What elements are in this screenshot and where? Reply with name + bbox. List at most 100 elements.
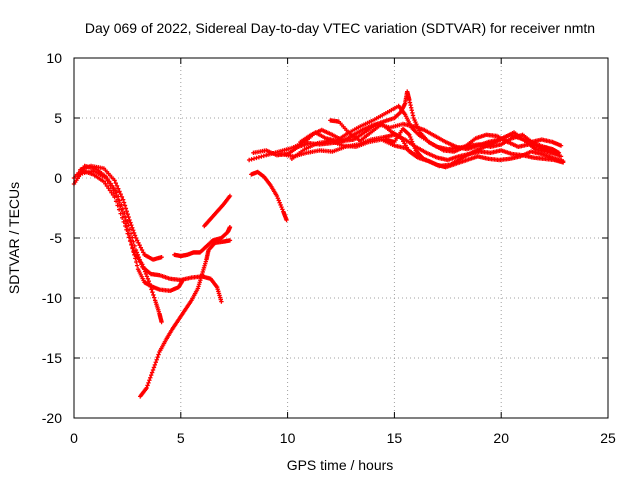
data-point-marker [112, 191, 118, 196]
data-point-marker [123, 206, 129, 211]
data-point-marker [246, 157, 252, 163]
data-point-marker [133, 247, 139, 253]
data-point-marker [152, 362, 158, 368]
track-8 [249, 169, 289, 223]
data-point-marker [275, 196, 281, 201]
axis-ticks: 0 5 10 15 20 25 -20 -15 -10 -5 0 5 10 [42, 50, 616, 446]
data-point-marker [124, 224, 130, 230]
track-14 [328, 118, 559, 169]
data-point-marker [120, 197, 126, 202]
data-point-marker [137, 243, 142, 248]
y-tick-label: -10 [42, 290, 62, 306]
track-4 [76, 168, 186, 293]
grid-lines [74, 58, 608, 418]
x-tick-label: 0 [70, 430, 78, 446]
data-point-marker [558, 154, 564, 159]
track-15 [383, 126, 425, 160]
data-point-marker [134, 259, 139, 265]
data-point-marker [261, 153, 266, 159]
data-point-marker [277, 200, 282, 205]
data-point-marker [117, 189, 122, 194]
data-point-marker [105, 178, 110, 183]
data-point-marker [130, 225, 135, 230]
data-point-marker [123, 217, 128, 223]
data-point-marker [139, 247, 145, 253]
data-point-marker [128, 220, 133, 225]
data-point-marker [120, 210, 126, 216]
y-tick-label: 0 [54, 170, 62, 186]
track-5 [138, 238, 233, 399]
data-point-marker [119, 194, 125, 200]
x-tick-label: 15 [387, 430, 403, 446]
data-point-marker [408, 137, 414, 142]
data-point-marker [256, 155, 262, 160]
data-point-marker [124, 209, 129, 214]
data-point-marker [227, 193, 233, 199]
data-point-marker [131, 249, 136, 254]
data-point-marker [276, 198, 281, 203]
data-point-marker [278, 202, 283, 208]
y-tick-label: 10 [46, 50, 62, 66]
data-point-marker [121, 200, 127, 205]
data-point-marker [145, 276, 151, 281]
data-point-marker [560, 159, 566, 164]
track-7 [202, 193, 233, 229]
data-point-marker [132, 252, 137, 257]
data-point-marker [155, 354, 160, 360]
data-point-marker [106, 180, 112, 186]
data-point-marker [407, 132, 412, 137]
data-point-marker [133, 235, 139, 241]
data-point-marker [128, 238, 133, 243]
data-point-marker [101, 179, 107, 184]
data-point-marker [136, 240, 141, 245]
data-point-marker [134, 250, 140, 255]
data-point-marker [409, 139, 415, 144]
data-point-marker [280, 207, 285, 212]
data-point-marker [125, 211, 130, 217]
data-point-marker [279, 204, 284, 210]
data-point-marker [121, 214, 127, 219]
data-point-marker [180, 277, 186, 283]
y-tick-label: 5 [54, 110, 62, 126]
y-axis-label: SDTVAR / TECUs [6, 182, 22, 294]
data-point-marker [118, 191, 123, 197]
data-point-marker [251, 156, 257, 161]
data-point-marker [554, 151, 559, 157]
data-point-marker [156, 352, 161, 357]
data-point-marker [249, 157, 254, 162]
data-point-marker [151, 292, 156, 298]
chart-title: Day 069 of 2022, Sidereal Day-to-day VTE… [85, 20, 595, 36]
data-point-marker [139, 262, 144, 267]
data-point-marker [138, 245, 144, 250]
x-tick-label: 25 [600, 430, 616, 446]
data-point-marker [116, 186, 121, 191]
y-tick-label: -15 [42, 350, 62, 366]
data-point-marker [109, 186, 115, 191]
data-point-marker [129, 222, 134, 228]
data-point-marker [410, 141, 416, 146]
data-point-marker [151, 365, 157, 370]
data-point-marker [134, 263, 140, 268]
data-point-marker [125, 228, 131, 233]
data-point-marker [143, 271, 149, 277]
x-axis-label: GPS time / hours [287, 457, 394, 473]
data-point-marker [131, 230, 137, 236]
data-point-marker [118, 204, 123, 209]
data-point-marker [558, 143, 564, 148]
data-point-marker [133, 256, 138, 261]
data-point-marker [149, 370, 155, 375]
data-point-marker [126, 214, 131, 220]
data-point-marker [123, 221, 129, 226]
data-point-marker [150, 367, 156, 373]
data-point-marker [147, 378, 152, 383]
data-point-marker [131, 239, 136, 244]
data-point-marker [115, 203, 120, 208]
data-point-marker [137, 257, 142, 262]
data-point-marker [152, 295, 157, 300]
data-point-marker [159, 255, 164, 260]
data-point-marker [108, 183, 113, 188]
data-point-marker [148, 375, 153, 380]
x-tick-label: 5 [177, 430, 185, 446]
y-tick-label: -20 [42, 410, 62, 426]
data-point-marker [259, 154, 264, 159]
